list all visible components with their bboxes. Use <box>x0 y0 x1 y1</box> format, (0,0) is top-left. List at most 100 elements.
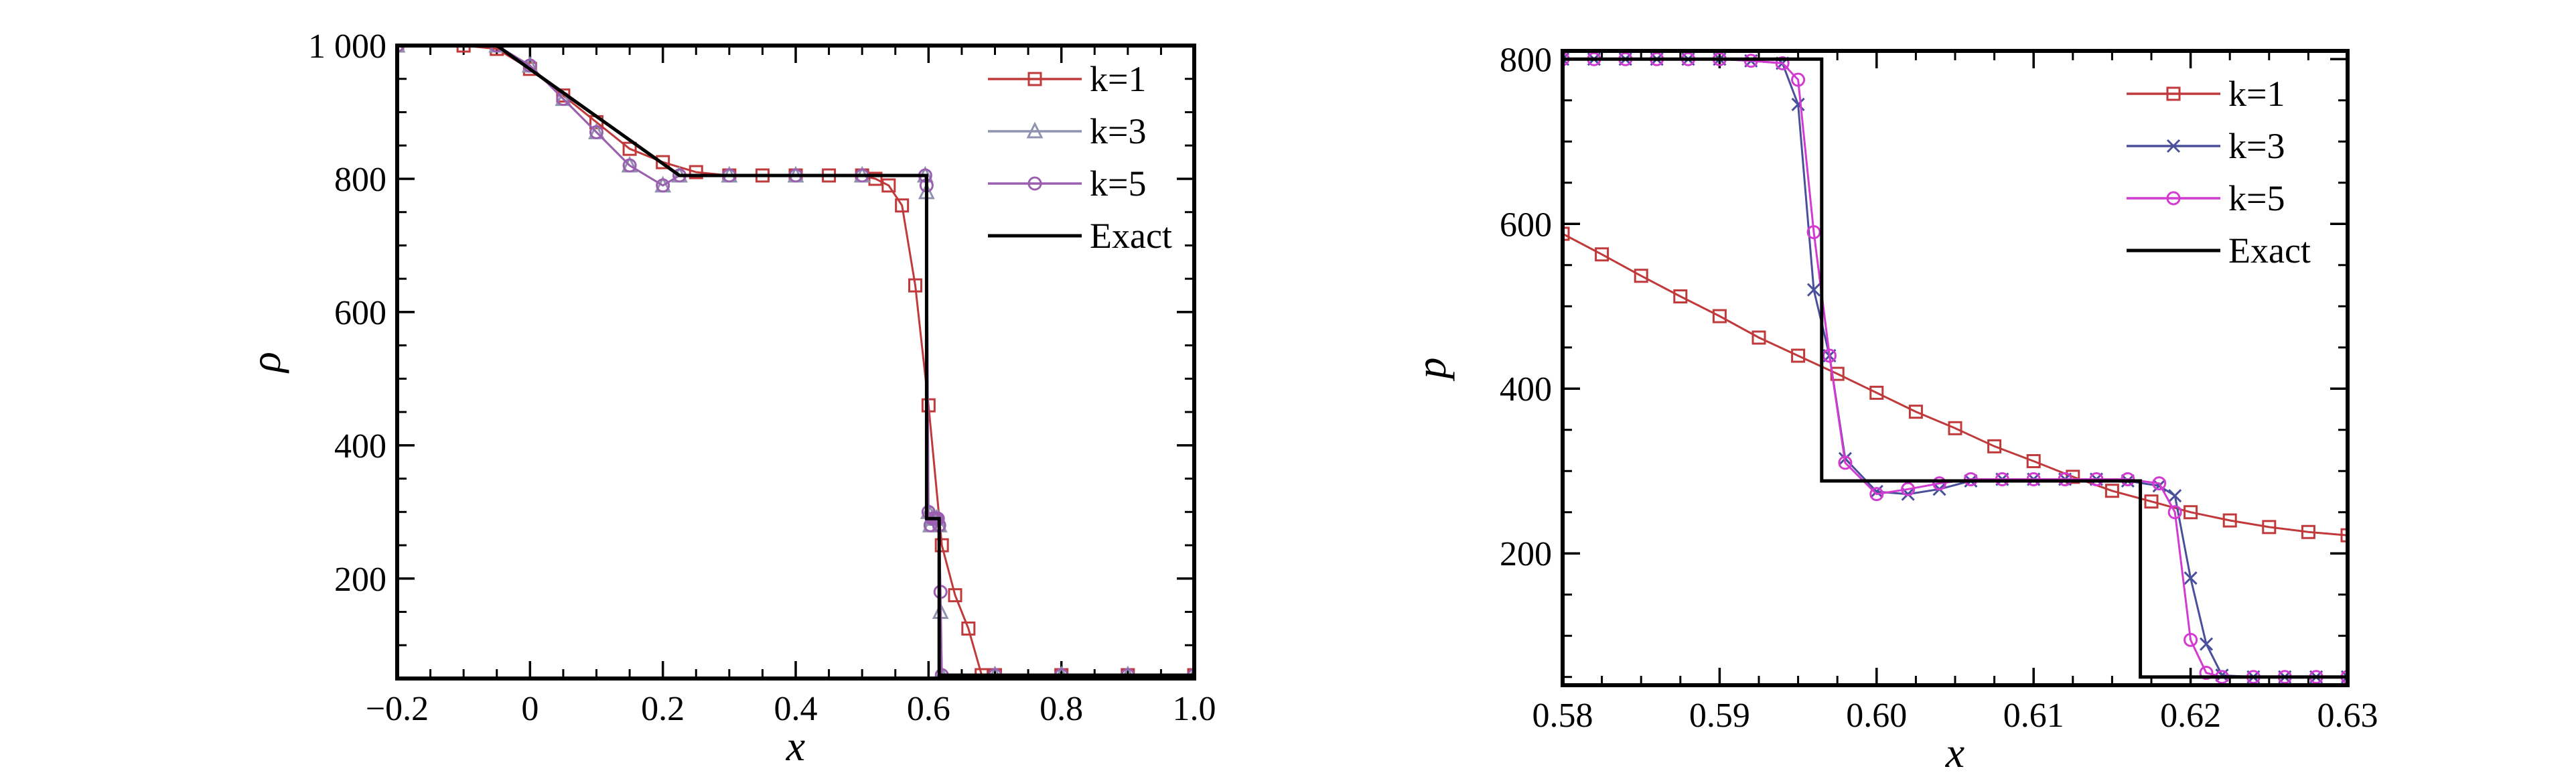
plot-frame <box>395 44 1196 681</box>
plot-area <box>1563 52 2348 685</box>
data-point <box>1869 487 1884 502</box>
data-point <box>2262 520 2277 535</box>
series-line <box>1563 232 2348 537</box>
data-point <box>2301 524 2315 539</box>
data-point <box>1838 455 1853 470</box>
y-axis-title: p <box>1407 358 1455 382</box>
x-tick-label: 0.60 <box>1846 697 1907 735</box>
legend-marker <box>2166 86 2181 101</box>
series-exact <box>397 46 1194 677</box>
series-k5 <box>397 46 1194 679</box>
data-point <box>1822 348 1837 363</box>
series-exact <box>1563 57 2348 679</box>
x-tick-label: 0.4 <box>774 690 818 728</box>
data-point <box>622 158 637 173</box>
data-point <box>1932 476 1947 491</box>
series-line <box>397 46 1194 677</box>
x-tick-label: 0.59 <box>1689 697 1750 735</box>
series-line <box>397 46 1194 677</box>
x-tick-label: 0.2 <box>641 690 685 728</box>
y-tick-label: 800 <box>334 161 386 199</box>
x-tick-label: 0 <box>521 690 539 728</box>
series-k1 <box>397 46 1194 679</box>
data-point <box>656 178 670 193</box>
data-point <box>2184 571 2198 585</box>
series-k3 <box>397 46 1194 679</box>
legend-label: k=5 <box>1090 163 1146 204</box>
y-tick-label: 600 <box>1500 206 1552 244</box>
legend-label: k=3 <box>2228 126 2285 166</box>
data-point <box>895 198 910 213</box>
plot-frame <box>1561 49 2350 687</box>
legend: k=1 k=3 k=5 Exact <box>988 59 1172 256</box>
data-point <box>1775 56 1790 70</box>
y-tick-label: 1 000 <box>308 27 386 66</box>
legend-marker <box>1027 176 1042 191</box>
series-line <box>1563 57 2348 679</box>
y-tick-label: 400 <box>334 427 386 466</box>
data-point <box>868 171 883 186</box>
data-point <box>1948 421 1962 435</box>
y-tick-label: 200 <box>334 561 386 599</box>
data-point <box>1869 385 1884 400</box>
legend-marker <box>1026 121 1044 139</box>
x-axis-title: x <box>786 722 805 770</box>
series-k1 <box>1563 226 2348 543</box>
data-point <box>2222 513 2237 528</box>
data-point <box>2167 505 2182 520</box>
y-axis-title: ρ <box>242 352 289 374</box>
series-line <box>397 46 1194 677</box>
x-tick-label: 0.8 <box>1040 690 1083 728</box>
x-tick-label: −0.2 <box>366 690 429 728</box>
data-point <box>490 46 504 53</box>
data-point <box>934 538 949 553</box>
x-axis-title: x <box>1945 729 1964 776</box>
data-point <box>1806 283 1821 297</box>
data-point <box>1751 330 1766 345</box>
y-tick-label: 400 <box>1500 370 1552 409</box>
legend-label: k=5 <box>2228 178 2285 218</box>
axis-ticks: −0.2 0 0.2 0.4 0.6 0.8 1.0 200 400 600 800 1 000 <box>308 27 1216 728</box>
data-point <box>2184 505 2198 520</box>
legend-marker <box>2166 139 2181 153</box>
data-point <box>1791 72 1806 87</box>
plot-area <box>397 46 1194 679</box>
legend-label: Exact <box>2228 230 2311 271</box>
legend: k=1 k=3 k=5 Exact <box>2127 74 2311 271</box>
left-chart-density: −0.2 0 0.2 0.4 0.6 0.8 1.0 200 400 600 800 1 000 x ρ k… <box>242 27 1216 770</box>
data-point <box>1712 309 1727 324</box>
data-point <box>2199 666 2214 681</box>
x-tick-label: 0.6 <box>907 690 950 728</box>
y-tick-label: 200 <box>1500 535 1552 573</box>
data-point <box>456 46 471 53</box>
data-point <box>2184 632 2198 647</box>
data-point <box>1908 405 1923 419</box>
data-point <box>2104 484 2119 498</box>
data-point <box>1791 348 1806 363</box>
y-tick-label: 800 <box>1500 41 1552 79</box>
data-point <box>2144 494 2159 509</box>
data-point <box>2026 453 2041 468</box>
y-tick-label: 600 <box>334 294 386 332</box>
legend-label: k=3 <box>1090 111 1146 151</box>
data-point <box>1869 484 1883 499</box>
data-point <box>689 165 703 180</box>
data-point <box>1634 269 1648 283</box>
data-point <box>2340 528 2348 543</box>
x-tick-label: 0.62 <box>2160 697 2221 735</box>
data-point <box>2168 489 2182 503</box>
x-tick-label: 0.58 <box>1532 697 1593 735</box>
data-point <box>961 621 976 636</box>
data-point <box>2152 476 2167 491</box>
data-point <box>1673 289 1688 304</box>
data-point <box>1595 247 1609 262</box>
legend-label: Exact <box>1090 216 1172 256</box>
data-point <box>1791 97 1805 112</box>
data-point <box>589 125 603 139</box>
right-chart-pressure: 0.58 0.59 0.60 0.61 0.62 0.63 200 400 600 800 x p k=… <box>1407 41 2378 776</box>
x-tick-label: 0.63 <box>2317 697 2378 735</box>
data-point <box>881 178 896 193</box>
data-point <box>1901 482 1916 496</box>
data-point <box>656 155 670 169</box>
